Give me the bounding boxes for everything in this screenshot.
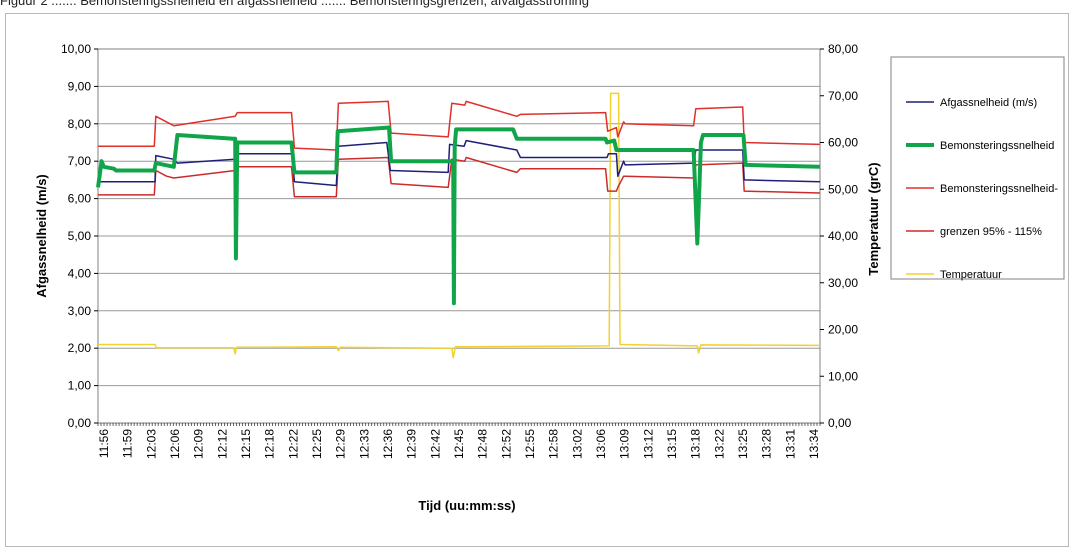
y-tick-label: 7,00 <box>68 154 92 168</box>
legend-label: Bemonsteringssnelheid <box>940 140 1054 152</box>
legend-label: grenzen 95% - 115% <box>940 226 1042 238</box>
y-tick-label: 0,00 <box>68 416 92 430</box>
y2-axis-title: Temperatuur (grC) <box>866 162 881 275</box>
legend-label: Afgassnelheid (m/s) <box>940 97 1037 109</box>
y-tick-label: 3,00 <box>68 304 92 318</box>
left-axis-ticks: 0,00 1,00 2,00 3,00 4,00 5,00 6,00 7,00 8,00 9,00… <box>61 42 98 430</box>
x-tick-label: 13:02 <box>570 429 584 459</box>
right-axis-ticks: 0,00 10,00 20,00 30,00 40,00 50,00 60,00 70,00 8… <box>820 42 858 430</box>
x-tick-label: 12:36 <box>381 429 395 459</box>
legend: Afgassnelheid (m/s) Bemonsteringssnelheid… <box>906 97 1058 281</box>
x-tick-label: 12:48 <box>476 429 490 459</box>
x-tick-label: 12:15 <box>239 429 253 459</box>
y-tick-label: 4,00 <box>68 266 92 280</box>
x-tick-label: 12:22 <box>286 429 300 459</box>
y2-tick-label: 40,00 <box>828 229 858 243</box>
y-tick-label: 8,00 <box>68 117 92 131</box>
x-axis-title: Tijd (uu:mm:ss) <box>418 498 515 513</box>
x-tick-label: 12:25 <box>310 429 324 459</box>
y-tick-label: 2,00 <box>68 341 92 355</box>
x-tick-label: 13:09 <box>618 429 632 459</box>
series-line <box>98 156 821 198</box>
y2-tick-label: 10,00 <box>828 369 858 383</box>
top-caption: Figuur 2 ....... Bemonsteringssnelheid e… <box>0 0 589 8</box>
series-line <box>98 100 821 151</box>
x-tick-label: 13:28 <box>760 429 774 459</box>
y-tick-label: 9,00 <box>68 79 92 93</box>
x-tick-label: 12:39 <box>405 429 419 459</box>
x-tick-label: 11:59 <box>121 429 135 458</box>
y-tick-label: 10,00 <box>61 42 91 56</box>
x-tick-label: 13:25 <box>736 429 750 459</box>
legend-label: Bemonsteringssnelheid- <box>940 183 1058 195</box>
y-tick-label: 1,00 <box>68 379 92 393</box>
legend-box <box>890 56 1065 280</box>
series-line <box>98 139 821 187</box>
y2-tick-label: 50,00 <box>828 182 858 196</box>
x-tick-label: 13:34 <box>807 429 821 459</box>
y-axis-title: Afgassnelheid (m/s) <box>34 174 49 298</box>
y2-tick-label: 20,00 <box>828 323 858 337</box>
y-tick-label: 6,00 <box>68 192 92 206</box>
x-tick-label: 12:18 <box>263 429 277 459</box>
x-tick-label: 12:45 <box>452 429 466 459</box>
chart-frame: 0,00 1,00 2,00 3,00 4,00 5,00 6,00 7,00 8,00 9,00… <box>5 13 1069 547</box>
x-tick-label: 12:42 <box>428 429 442 459</box>
x-tick-label: 13:15 <box>665 429 679 459</box>
series-layer <box>96 92 821 359</box>
y-tick-label: 5,00 <box>68 229 92 243</box>
series-line <box>98 92 821 359</box>
y2-tick-label: 60,00 <box>828 136 858 150</box>
x-tick-label: 12:12 <box>215 429 229 459</box>
y2-tick-label: 30,00 <box>828 276 858 290</box>
x-tick-label: 13:31 <box>783 429 797 459</box>
x-tick-label: 12:03 <box>144 429 158 459</box>
x-tick-label: 12:58 <box>547 429 561 459</box>
legend-label: Temperatuur <box>940 269 1002 281</box>
x-tick-label: 13:22 <box>712 429 726 459</box>
x-tick-label: 13:12 <box>641 429 655 459</box>
x-tick-label: 12:06 <box>168 429 182 459</box>
x-tick-label: 13:06 <box>594 429 608 459</box>
y2-tick-label: 0,00 <box>828 416 852 430</box>
x-tick-label: 12:29 <box>334 429 348 459</box>
chart: 0,00 1,00 2,00 3,00 4,00 5,00 6,00 7,00 8,00 9,00… <box>34 42 1065 513</box>
y2-tick-label: 80,00 <box>828 42 858 56</box>
x-tick-label: 12:33 <box>357 429 371 459</box>
x-tick-label: 12:52 <box>499 429 513 459</box>
x-axis-ticks: 11:56 11:59 12:03 12:06 12:09 12:12 12:15 12:18… <box>97 423 821 459</box>
x-tick-label: 11:56 <box>97 429 111 458</box>
series-line <box>96 125 821 306</box>
x-tick-label: 12:55 <box>523 429 537 459</box>
x-tick-label: 13:18 <box>689 429 703 459</box>
x-tick-label: 12:09 <box>192 429 206 459</box>
y2-tick-label: 70,00 <box>828 89 858 103</box>
